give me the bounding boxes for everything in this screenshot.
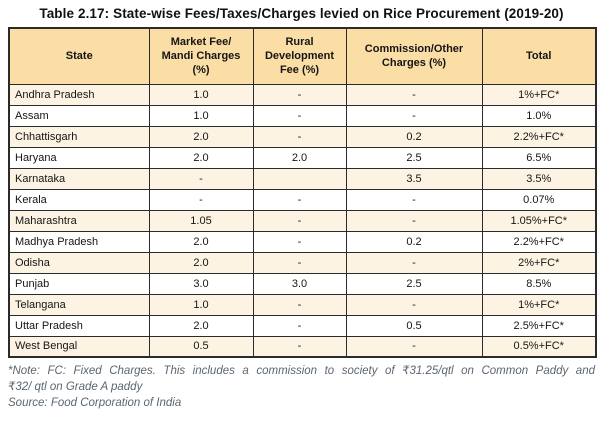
cell-commission-other: - [345, 251, 483, 274]
table-title: Table 2.17: State-wise Fees/Taxes/Charge… [39, 6, 564, 21]
cell-total: 8.5% [481, 272, 597, 295]
state-cell: Odisha [8, 251, 150, 274]
cell-rural-dev-fee: - [252, 209, 347, 232]
table-row: Karnataka - 3.5 3.5% [8, 167, 597, 190]
report-page: Table 2.17: State-wise Fees/Taxes/Charge… [8, 6, 597, 410]
cell-commission-other: - [345, 209, 483, 232]
table-row: Andhra Pradesh 1.0- -1%+FC* [8, 83, 597, 106]
table-header-row: State Market Fee/ Mandi Charges (%) Rural … [8, 27, 597, 85]
cell-market-fee: 1.0 [148, 83, 254, 106]
state-cell: Andhra Pradesh [8, 83, 150, 106]
cell-commission-other: - [345, 335, 483, 358]
state-cell: Punjab [8, 272, 150, 295]
cell-total: 2.5%+FC* [481, 314, 597, 337]
cell-total: 6.5% [481, 146, 597, 169]
cell-market-fee: 2.0 [148, 251, 254, 274]
cell-market-fee: 1.0 [148, 104, 254, 127]
table-row: Assam 1.0- -1.0% [8, 104, 597, 127]
cell-rural-dev-fee: - [252, 251, 347, 274]
source-text: Source: Food Corporation of India [8, 397, 182, 410]
cell-rural-dev-fee: - [252, 188, 347, 211]
column-header-total: Total [481, 27, 597, 85]
cell-market-fee: 1.05 [148, 209, 254, 232]
cell-market-fee: - [148, 167, 254, 190]
state-cell: Madhya Pradesh [8, 230, 150, 253]
table-row: Telangana 1.0- -1%+FC* [8, 293, 597, 316]
state-cell: Kerala [8, 188, 150, 211]
table-row: Odisha 2.0- -2%+FC* [8, 251, 597, 274]
cell-total: 1.05%+FC* [481, 209, 597, 232]
cell-market-fee: 1.0 [148, 293, 254, 316]
state-cell: Chhattisgarh [8, 125, 150, 148]
cell-market-fee: 2.0 [148, 230, 254, 253]
cell-total: 1.0% [481, 104, 597, 127]
cell-commission-other: - [345, 104, 483, 127]
table-row: West Bengal 0.5- -0.5%+FC* [8, 335, 597, 358]
column-header-state: State [8, 27, 150, 85]
cell-commission-other: - [345, 188, 483, 211]
state-cell: Telangana [8, 293, 150, 316]
note-text-line2: ₹32/ qtl on Grade A paddy [8, 381, 143, 394]
note-text-line1: *Note: FC: Fixed Charges. This includes … [8, 365, 595, 377]
cell-market-fee: 0.5 [148, 335, 254, 358]
cell-total: 2.2%+FC* [481, 230, 597, 253]
cell-rural-dev-fee: - [252, 125, 347, 148]
state-cell: West Bengal [8, 335, 150, 358]
cell-total: 0.07% [481, 188, 597, 211]
state-cell: Haryana [8, 146, 150, 169]
column-header-market-fee: Market Fee/ Mandi Charges (%) [148, 27, 254, 85]
cell-market-fee: 2.0 [148, 314, 254, 337]
cell-commission-other: 2.5 [345, 146, 483, 169]
cell-market-fee: 3.0 [148, 272, 254, 295]
cell-commission-other: 0.5 [345, 314, 483, 337]
cell-total: 0.5%+FC* [481, 335, 597, 358]
cell-commission-other: 0.2 [345, 230, 483, 253]
cell-rural-dev-fee: - [252, 293, 347, 316]
fees-table: State Market Fee/ Mandi Charges (%) Rural … [8, 27, 597, 358]
cell-commission-other: - [345, 293, 483, 316]
table-row: Chhattisgarh 2.0-0.2 2.2%+FC* [8, 125, 597, 148]
cell-rural-dev-fee: 2.0 [252, 146, 347, 169]
cell-rural-dev-fee: - [252, 335, 347, 358]
cell-commission-other: 0.2 [345, 125, 483, 148]
table-body: Andhra Pradesh 1.0- -1%+FC* Assam 1.0- -1.0% C… [8, 83, 597, 358]
table-row: Punjab 3.0 3.0 2.5 8.5% [8, 272, 597, 295]
cell-commission-other: 3.5 [345, 167, 483, 190]
state-cell: Uttar Pradesh [8, 314, 150, 337]
cell-total: 1%+FC* [481, 83, 597, 106]
cell-rural-dev-fee: - [252, 83, 347, 106]
cell-total: 1%+FC* [481, 293, 597, 316]
state-cell: Assam [8, 104, 150, 127]
state-cell: Maharashtra [8, 209, 150, 232]
state-cell: Karnataka [8, 167, 150, 190]
cell-total: 3.5% [481, 167, 597, 190]
table-row: Uttar Pradesh 2.0-0.5 2.5%+FC* [8, 314, 597, 337]
cell-market-fee: 2.0 [148, 125, 254, 148]
cell-rural-dev-fee: - [252, 230, 347, 253]
cell-total: 2.2%+FC* [481, 125, 597, 148]
table-row: Maharashtra 1.05- -1.05%+FC* [8, 209, 597, 232]
column-header-rural-dev-fee: Rural Development Fee (%) [252, 27, 347, 85]
column-header-commission-other: Commission/Other Charges (%) [345, 27, 483, 85]
cell-commission-other: 2.5 [345, 272, 483, 295]
cell-commission-other: - [345, 83, 483, 106]
table-row: Haryana 2.0 2.0 2.5 6.5% [8, 146, 597, 169]
cell-rural-dev-fee: 3.0 [252, 272, 347, 295]
cell-market-fee: - [148, 188, 254, 211]
cell-rural-dev-fee [252, 167, 347, 190]
table-row: Kerala - - -0.07% [8, 188, 597, 211]
cell-rural-dev-fee: - [252, 104, 347, 127]
footnote-block: *Note: FC: Fixed Charges. This includes … [8, 364, 595, 410]
table-row: Madhya Pradesh 2.0-0.2 2.2%+FC* [8, 230, 597, 253]
cell-market-fee: 2.0 [148, 146, 254, 169]
cell-rural-dev-fee: - [252, 314, 347, 337]
cell-total: 2%+FC* [481, 251, 597, 274]
